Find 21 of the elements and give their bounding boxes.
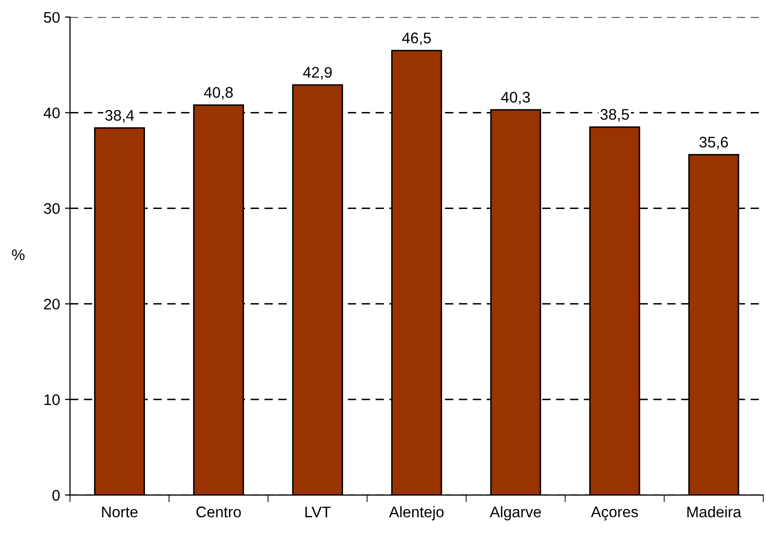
y-tick-label: 20 — [44, 298, 60, 310]
data-label: 35,6 — [699, 136, 728, 150]
x-tick-label: Algarve — [490, 506, 541, 520]
y-tick-label: 50 — [44, 12, 60, 23]
x-tick-label: Centro — [196, 506, 241, 518]
x-tick-label: Norte — [102, 506, 138, 518]
y-tick-label: 30 — [44, 203, 60, 214]
data-label: 40,8 — [204, 87, 233, 100]
data-label: 38,4 — [105, 110, 134, 123]
y-tick-label: 0 — [52, 490, 60, 501]
data-label: 46,5 — [402, 32, 431, 46]
data-label: 38,5 — [600, 109, 629, 122]
x-tick-label: Alentejo — [389, 506, 444, 520]
x-tick-label: Açores — [590, 506, 638, 520]
y-tick-label: 10 — [44, 394, 60, 406]
x-tick-label: Madeira — [687, 506, 742, 518]
data-label: 42,9 — [303, 66, 332, 80]
y-axis-title: % — [12, 249, 25, 260]
y-tick-label: 40 — [44, 108, 60, 118]
x-tick-label: LVT — [305, 506, 331, 518]
data-label: 40,3 — [501, 92, 530, 104]
